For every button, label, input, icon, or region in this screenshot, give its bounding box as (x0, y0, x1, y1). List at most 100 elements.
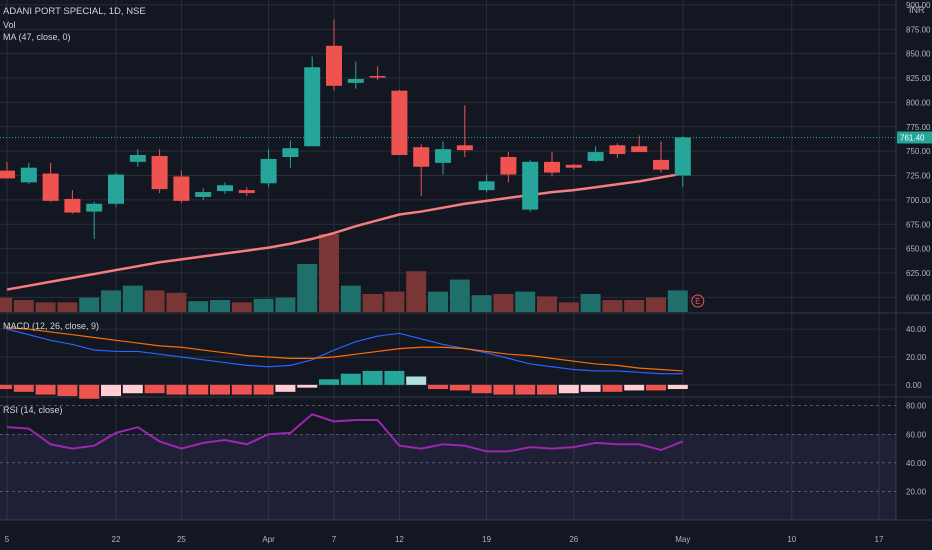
time-axis-label: 22 (112, 535, 121, 544)
candle-down (391, 90, 408, 156)
macd-histogram-bar (384, 370, 405, 385)
volume-bar (624, 300, 645, 312)
rsi-tick-label: 40.00 (906, 459, 927, 468)
volume-bar (210, 300, 230, 312)
ma-line (6, 172, 684, 291)
volume-bar (449, 279, 470, 312)
candle-up (217, 185, 233, 192)
price-tick-label: 875.00 (906, 25, 931, 34)
macd-legend[interactable]: MACD (12, 26, close, 9) (3, 321, 100, 331)
price-tick-label: 800.00 (906, 98, 931, 107)
rsi-line (6, 413, 684, 453)
candle-up (108, 174, 124, 204)
macd-tick-label: 20.00 (906, 353, 927, 362)
volume-bar (384, 291, 405, 312)
candle-down (544, 161, 560, 173)
symbol-title: ADANI PORT SPECIAL, 1D, NSE (3, 6, 146, 17)
rsi-band (0, 434, 896, 463)
volume-bar (558, 302, 579, 312)
price-tick-label: 700.00 (906, 196, 931, 205)
candle-up (304, 67, 321, 147)
macd-histogram-bar (471, 384, 492, 394)
time-axis-label: 12 (395, 535, 404, 544)
macd-tick-label: 40.00 (906, 325, 927, 334)
candle-down (238, 190, 255, 194)
candle-down (653, 159, 669, 170)
macd-histogram-bar (515, 384, 536, 395)
macd-histogram-bar (319, 379, 339, 385)
macd-histogram-bar (0, 384, 12, 390)
macd-histogram-bar (231, 384, 252, 395)
ma-legend[interactable]: MA (47, close, 0) (3, 32, 71, 42)
macd-histogram-bar (166, 384, 187, 395)
candle-up (260, 158, 277, 184)
time-axis-label: May (675, 535, 690, 544)
price-tick-label: 650.00 (906, 245, 931, 254)
volume-bar (667, 290, 688, 312)
time-axis-label: 25 (177, 535, 186, 544)
volume-bar (646, 297, 666, 312)
rsi-tick-label: 20.00 (906, 487, 927, 496)
currency-label: INR (909, 5, 925, 15)
macd-histogram-bar (493, 384, 514, 395)
candle-down (456, 145, 473, 151)
rsi-legend[interactable]: RSI (14, close) (3, 405, 63, 415)
macd-line (6, 328, 683, 375)
candle-up (86, 203, 103, 212)
time-axis-label: 7 (332, 535, 337, 544)
candle-up (129, 155, 146, 162)
candle-up (282, 148, 299, 157)
price-tick-label: 675.00 (906, 220, 931, 229)
candle-down (413, 147, 430, 167)
candle-up (674, 137, 691, 176)
candle-down (42, 173, 59, 201)
macd-histogram-bar (122, 384, 143, 394)
volume-legend[interactable]: Vol (3, 20, 16, 30)
macd-histogram-bar (646, 384, 666, 391)
volume-bar (0, 297, 12, 312)
candle-up (587, 152, 604, 161)
macd-histogram-bar (101, 384, 121, 396)
volume-bar (406, 271, 427, 312)
volume-bar (79, 297, 100, 312)
candle-up (478, 181, 495, 191)
candle-up (20, 167, 37, 183)
volume-bar (35, 302, 56, 312)
price-tick-label: 725.00 (906, 172, 931, 181)
time-axis-label: 19 (482, 535, 491, 544)
volume-bar (101, 290, 121, 312)
macd-histogram-bar (362, 370, 383, 385)
price-tick-label: 750.00 (906, 147, 931, 156)
time-axis-label: 17 (875, 535, 884, 544)
macd-histogram-bar (79, 384, 100, 399)
price-tick-label: 850.00 (906, 50, 931, 59)
candle-down (64, 198, 81, 213)
macd-tick-label: 0.00 (906, 381, 922, 390)
macd-histogram-bar (580, 384, 601, 392)
macd-histogram-bar (449, 384, 470, 391)
candle-down (326, 45, 342, 86)
candle-up (347, 78, 364, 83)
volume-bar (602, 300, 623, 312)
volume-bar (580, 294, 601, 312)
volume-bar (188, 301, 209, 312)
volume-bar (471, 295, 492, 312)
candle-down (369, 76, 386, 78)
volume-bar (275, 297, 296, 312)
macd-histogram-bar (297, 384, 318, 388)
macd-signal-line (6, 327, 683, 372)
rsi-tick-label: 60.00 (906, 430, 927, 439)
volume-bar (57, 302, 78, 312)
macd-histogram-bar (667, 384, 688, 390)
macd-histogram-bar (537, 384, 557, 395)
macd-histogram-bar (602, 384, 623, 392)
macd-histogram-bar (35, 384, 56, 395)
candle-up (195, 192, 212, 197)
time-axis-label: Apr (262, 535, 275, 544)
last-price-badge (897, 131, 932, 144)
price-tick-label: 900.00 (906, 1, 931, 10)
candle-down (500, 156, 517, 175)
candle-up (522, 161, 539, 210)
